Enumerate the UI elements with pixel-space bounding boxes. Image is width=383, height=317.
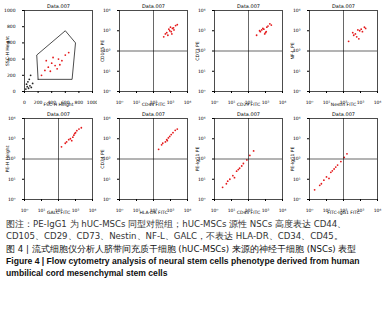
svg-text:800: 800 bbox=[7, 24, 16, 29]
svg-text:10¹: 10¹ bbox=[103, 177, 111, 182]
svg-text:10²: 10² bbox=[103, 48, 111, 54]
svg-text:10³: 10³ bbox=[262, 100, 270, 105]
svg-text:PE-H Height: PE-H Height bbox=[5, 145, 10, 172]
svg-text:10³: 10³ bbox=[72, 208, 80, 213]
svg-text:10³: 10³ bbox=[293, 136, 301, 141]
svg-text:10⁰: 10⁰ bbox=[198, 197, 206, 202]
svg-text:Data.007: Data.007 bbox=[142, 111, 165, 117]
svg-text:SSC-H Height: SSC-H Height bbox=[5, 36, 10, 66]
svg-text:10³: 10³ bbox=[167, 208, 175, 213]
svg-text:10³: 10³ bbox=[103, 136, 111, 141]
svg-text:10⁴: 10⁴ bbox=[184, 100, 192, 105]
svg-text:10²: 10² bbox=[198, 156, 206, 162]
svg-text:200: 200 bbox=[7, 73, 16, 78]
svg-text:10⁴: 10⁴ bbox=[184, 208, 192, 213]
svg-text:600: 600 bbox=[6, 40, 16, 46]
svg-text:10⁰: 10⁰ bbox=[21, 208, 29, 213]
svg-text:10¹: 10¹ bbox=[132, 207, 141, 213]
svg-text:10²: 10² bbox=[198, 48, 206, 54]
svg-text:10⁴: 10⁴ bbox=[103, 116, 111, 121]
svg-text:Data.007: Data.007 bbox=[332, 3, 355, 9]
svg-text:10³: 10³ bbox=[8, 136, 16, 141]
svg-text:10²: 10² bbox=[293, 48, 301, 54]
svg-text:10⁰: 10⁰ bbox=[306, 100, 314, 105]
svg-text:Data.007: Data.007 bbox=[332, 111, 355, 117]
svg-text:10¹: 10¹ bbox=[133, 100, 141, 105]
svg-text:Data.007: Data.007 bbox=[237, 3, 260, 9]
svg-text:CD44 FITC: CD44 FITC bbox=[142, 102, 165, 107]
svg-text:0: 0 bbox=[23, 100, 26, 105]
svg-text:GALC FITC: GALC FITC bbox=[47, 210, 70, 215]
svg-text:10³: 10³ bbox=[357, 100, 365, 105]
svg-text:10⁰: 10⁰ bbox=[293, 197, 301, 202]
svg-text:10⁰: 10⁰ bbox=[306, 208, 314, 213]
svg-text:10⁴: 10⁴ bbox=[89, 208, 97, 213]
svg-text:10²: 10² bbox=[8, 156, 16, 162]
svg-text:10⁴: 10⁴ bbox=[293, 8, 301, 13]
svg-text:10³: 10³ bbox=[198, 136, 206, 141]
svg-text:400: 400 bbox=[6, 56, 16, 62]
svg-text:Data.007: Data.007 bbox=[142, 3, 165, 9]
svg-text:10¹: 10¹ bbox=[103, 69, 111, 74]
svg-text:10¹: 10¹ bbox=[293, 177, 301, 182]
svg-text:10³: 10³ bbox=[356, 207, 365, 213]
svg-text:10⁰: 10⁰ bbox=[116, 208, 124, 213]
html-text:图 4 | 流式细胞仪分析人脐带间充质干细胞 (hUC-MS: 图 4 | 流式细胞仪分析人脐带间充质干细胞 (hUC-MSCs) 来源的神经干… bbox=[6, 244, 357, 254]
svg-text:10³: 10³ bbox=[167, 100, 175, 105]
svg-text:800: 800 bbox=[75, 100, 84, 105]
svg-text:10⁰: 10⁰ bbox=[198, 89, 206, 94]
svg-text:PE-IgG1 PE: PE-IgG1 PE bbox=[195, 146, 200, 171]
svg-text:10³: 10³ bbox=[198, 28, 206, 33]
svg-text:Data.007: Data.007 bbox=[47, 111, 70, 117]
svg-text:10⁰: 10⁰ bbox=[103, 89, 111, 94]
svg-text:Data.007: Data.007 bbox=[47, 3, 70, 9]
svg-text:10³: 10³ bbox=[103, 28, 111, 33]
svg-text:CD73 PE: CD73 PE bbox=[195, 41, 200, 60]
svg-text:FSC-H Height: FSC-H Height bbox=[44, 102, 74, 107]
svg-text:10⁴: 10⁴ bbox=[374, 208, 382, 213]
svg-text:0: 0 bbox=[13, 89, 16, 94]
svg-text:10⁰: 10⁰ bbox=[293, 89, 301, 94]
html-text:图注：PE-IgG1 为 hUC-MSCs 同型对照组；hU: 图注：PE-IgG1 为 hUC-MSCs 同型对照组；hUC-MSCs 源性 … bbox=[6, 219, 347, 241]
svg-text:Data.007: Data.007 bbox=[237, 111, 260, 117]
svg-text:10²: 10² bbox=[293, 156, 301, 162]
svg-text:10⁴: 10⁴ bbox=[279, 208, 287, 213]
svg-text:10⁰: 10⁰ bbox=[211, 208, 219, 213]
svg-text:10³: 10³ bbox=[293, 28, 301, 33]
svg-text:10¹: 10¹ bbox=[228, 208, 236, 213]
svg-text:10⁴: 10⁴ bbox=[198, 116, 206, 121]
svg-text:10²: 10² bbox=[103, 156, 111, 162]
svg-text:10⁴: 10⁴ bbox=[279, 100, 287, 105]
svg-text:10¹: 10¹ bbox=[293, 69, 301, 74]
svg-text:FITC-IgG1 FITC: FITC-IgG1 FITC bbox=[327, 210, 360, 215]
svg-text:10¹: 10¹ bbox=[323, 100, 331, 105]
svg-text:1000: 1000 bbox=[87, 100, 97, 105]
html-text:Figure 4 | Flow cytometry anal: Figure 4 | Flow cytometry analysis of ne… bbox=[6, 256, 360, 278]
svg-text:10⁰: 10⁰ bbox=[8, 197, 16, 202]
svg-text:10¹: 10¹ bbox=[198, 69, 206, 74]
svg-text:10⁰: 10⁰ bbox=[211, 100, 219, 105]
svg-text:10³: 10³ bbox=[262, 208, 270, 213]
svg-text:Nestin FITC: Nestin FITC bbox=[331, 102, 356, 107]
svg-text:200: 200 bbox=[34, 100, 43, 105]
svg-text:CD45 FITC: CD45 FITC bbox=[237, 210, 260, 215]
svg-text:10¹: 10¹ bbox=[38, 208, 46, 213]
svg-text:PE-IgG1 PE: PE-IgG1 PE bbox=[290, 146, 295, 171]
svg-text:CD34 PE: CD34 PE bbox=[100, 149, 105, 168]
svg-text:10⁴: 10⁴ bbox=[8, 116, 16, 121]
svg-text:NF-L PE: NF-L PE bbox=[290, 42, 295, 59]
svg-text:10⁴: 10⁴ bbox=[293, 116, 301, 121]
svg-text:HLA-DR FITC: HLA-DR FITC bbox=[139, 210, 167, 215]
svg-text:10⁴: 10⁴ bbox=[103, 8, 111, 13]
svg-text:10⁰: 10⁰ bbox=[103, 197, 111, 202]
svg-text:10⁴: 10⁴ bbox=[198, 8, 206, 13]
svg-text:CD105 PE: CD105 PE bbox=[100, 40, 105, 62]
svg-text:CD29 FITC: CD29 FITC bbox=[237, 102, 260, 107]
svg-text:10⁰: 10⁰ bbox=[116, 100, 124, 105]
svg-text:10¹: 10¹ bbox=[198, 177, 206, 182]
svg-text:1000: 1000 bbox=[4, 8, 16, 13]
svg-text:10¹: 10¹ bbox=[228, 100, 236, 105]
svg-text:10⁴: 10⁴ bbox=[374, 100, 382, 105]
svg-text:10¹: 10¹ bbox=[8, 177, 16, 182]
